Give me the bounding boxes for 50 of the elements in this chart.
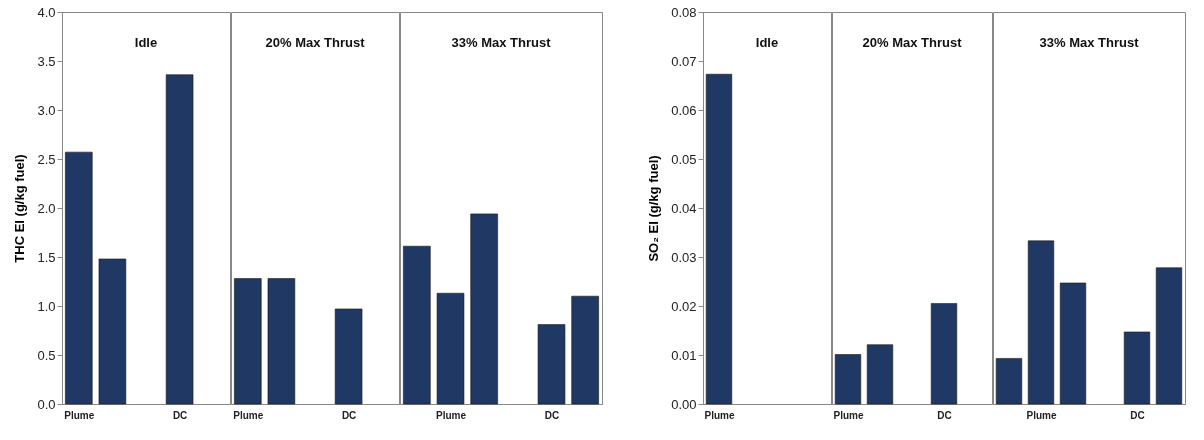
bar — [403, 245, 431, 405]
x-tick-label: Plume — [833, 409, 864, 421]
x-tick-label: DC — [1130, 409, 1145, 421]
bar — [65, 151, 93, 405]
x-tick-label: Plume — [1026, 409, 1057, 421]
x-tick-label: DC — [341, 409, 357, 421]
x-tick-label: DC — [937, 409, 952, 421]
y-tick-label: 0.05 — [671, 151, 697, 167]
y-tick-label: 0.01 — [671, 347, 697, 363]
bar — [995, 358, 1023, 405]
y-tick-label: 0.02 — [671, 298, 697, 314]
y-tick-label: 0.0 — [37, 396, 56, 412]
bar — [98, 258, 127, 405]
y-tick-label: 0.04 — [671, 200, 697, 216]
y-tick-label: 0.08 — [671, 4, 697, 20]
annotation: Idle — [134, 35, 158, 51]
bar — [470, 213, 498, 405]
x-tick-label: Plume — [233, 409, 264, 421]
y-tick-label: 0.03 — [671, 249, 697, 265]
y-tick-label: 3.0 — [37, 102, 56, 118]
bar — [1123, 331, 1151, 405]
bar — [1155, 267, 1183, 405]
y-tick-label: 0.5 — [37, 347, 56, 363]
annotation: 20% Max Thrust — [862, 35, 963, 51]
y-tick-label: 1.0 — [37, 298, 56, 314]
x-tick-label: Plume — [64, 409, 95, 421]
y-tick-label: 0.00 — [671, 396, 697, 412]
x-tick-label: Plume — [704, 409, 735, 421]
y-tick-label: 1.5 — [37, 249, 56, 265]
y-tick-label: 2.5 — [37, 151, 56, 167]
x-tick-label: DC — [172, 409, 188, 421]
x-tick-label: DC — [544, 409, 560, 421]
y-tick-label: 4.0 — [37, 4, 56, 20]
annotation: 33% Max Thrust — [451, 35, 552, 51]
bar — [1027, 240, 1055, 405]
y-tick-label: 0.06 — [671, 102, 697, 118]
y-tick-label: 3.5 — [37, 53, 56, 69]
y-tick-label: 0.07 — [671, 53, 697, 69]
bar — [436, 292, 465, 405]
annotation: Idle — [755, 35, 779, 51]
y-axis-title: SO₂ EI (g/kg fuel) — [646, 155, 662, 262]
bar — [571, 295, 599, 405]
y-tick-label: 2.0 — [37, 200, 56, 216]
x-tick-label: Plume — [435, 409, 467, 421]
bar — [537, 324, 566, 405]
bar — [1059, 282, 1087, 405]
y-axis-title: THC EI (g/kg fuel) — [12, 154, 28, 263]
annotation: 20% Max Thrust — [265, 35, 366, 51]
annotation: 33% Max Thrust — [1039, 35, 1140, 51]
bar — [165, 74, 194, 405]
